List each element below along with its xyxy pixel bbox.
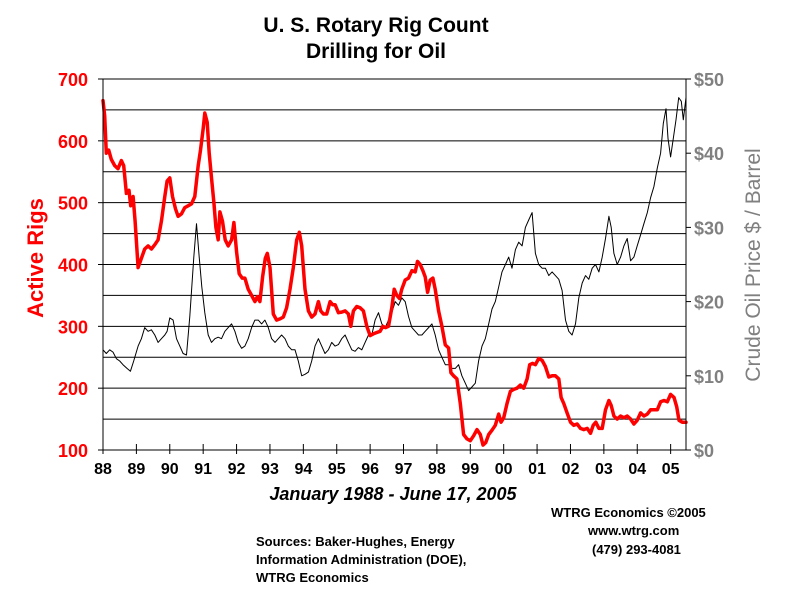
chart-subtitle: Drilling for Oil	[306, 40, 446, 63]
x-tick-label: 00	[495, 461, 513, 478]
y-left-tick-label: 100	[58, 441, 88, 461]
grid-lines	[103, 109, 686, 420]
x-tick-label: 89	[127, 461, 145, 478]
credit-phone: (479) 293-4081	[592, 542, 681, 557]
x-tick-label: 05	[662, 461, 680, 478]
y-left-tick-label: 400	[58, 256, 88, 276]
x-tick-label: 95	[328, 461, 346, 478]
x-tick-label: 92	[228, 461, 246, 478]
sources-line-2: Information Administration (DOE),	[256, 552, 467, 567]
y-right-tick-label: $30	[694, 218, 724, 238]
x-tick-label: 98	[428, 461, 446, 478]
x-tick-label: 97	[395, 461, 413, 478]
credit-url: www.wtrg.com	[588, 523, 680, 538]
oil-price-line	[102, 97, 687, 392]
x-tick-label: 93	[261, 461, 279, 478]
y-right-tick-label: $50	[694, 70, 724, 90]
y-right-tick-label: $40	[694, 144, 724, 164]
x-tick-label: 94	[294, 461, 312, 478]
chart-title: U. S. Rotary Rig Count	[263, 14, 489, 37]
y-right-tick-label: $20	[694, 293, 724, 313]
y-left-tick-label: 300	[58, 317, 88, 337]
x-tick-label: 91	[194, 461, 212, 478]
x-tick-label: 03	[595, 461, 613, 478]
y-right-tick-label: $0	[694, 441, 714, 461]
x-tick-label: 04	[628, 461, 646, 478]
sources-line-3: WTRG Economics	[256, 570, 369, 585]
y-axis-label-right: Crude Oil Price $ / Barrel	[742, 148, 765, 381]
y-left-tick-label: 700	[58, 70, 88, 90]
x-axis-label: January 1988 - June 17, 2005	[269, 484, 517, 504]
x-tick-label: 90	[161, 461, 179, 478]
x-tick-label: 96	[361, 461, 379, 478]
y-right-tick-label: $10	[694, 367, 724, 387]
x-tick-label: 01	[528, 461, 546, 478]
y-axis-label-left: Active Rigs	[23, 198, 48, 318]
credit-org: WTRG Economics ©2005	[551, 505, 706, 520]
x-axis: 88 89 90 91 92 93 94 95 96 97 98 99 00 01 02 03 04 05	[94, 444, 680, 478]
y-left-tick-label: 600	[58, 132, 88, 152]
sources-line-1: Sources: Baker-Hughes, Energy	[256, 534, 455, 549]
y-left-tick-label: 200	[58, 379, 88, 399]
x-tick-label: 99	[461, 461, 479, 478]
y-axis-right: $0 $10 $20 $30 $40 $50	[686, 70, 724, 461]
y-left-tick-label: 500	[58, 194, 88, 214]
x-tick-label: 02	[562, 461, 580, 478]
rig-count-line	[101, 98, 688, 447]
x-tick-label: 88	[94, 461, 112, 478]
y-axis-left: 100 200 300 400 500 600 700	[58, 70, 103, 461]
series-layer	[101, 97, 688, 447]
